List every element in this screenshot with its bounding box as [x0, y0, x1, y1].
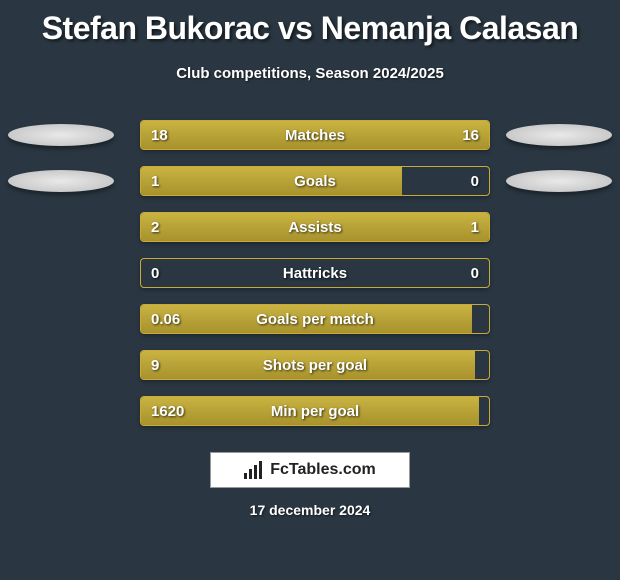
- stat-row: 0.06Goals per match: [10, 296, 610, 342]
- brand-logo[interactable]: FcTables.com: [210, 452, 410, 488]
- player-left-placeholder: [8, 124, 114, 146]
- stat-label: Goals per match: [141, 311, 489, 328]
- footer-date: 17 december 2024: [0, 502, 620, 518]
- chart-icon: [244, 461, 264, 479]
- player-right-placeholder: [506, 170, 612, 192]
- stat-label: Assists: [141, 219, 489, 236]
- bar-track: 10Goals: [140, 166, 490, 196]
- comparison-chart: 1816Matches 10Goals 21Assists 00Hattricks 0.…: [0, 112, 620, 434]
- stat-row: 1620Min per goal: [10, 388, 610, 434]
- bar-track: 9Shots per goal: [140, 350, 490, 380]
- stat-row: 00Hattricks: [10, 250, 610, 296]
- stat-label: Goals: [141, 173, 489, 190]
- stat-label: Shots per goal: [141, 357, 489, 374]
- bar-track: 00Hattricks: [140, 258, 490, 288]
- player-left-placeholder: [8, 170, 114, 192]
- stat-label: Min per goal: [141, 403, 489, 420]
- brand-text: FcTables.com: [270, 461, 376, 479]
- stat-label: Hattricks: [141, 265, 489, 282]
- player-right-placeholder: [506, 124, 612, 146]
- stat-row: 9Shots per goal: [10, 342, 610, 388]
- subtitle: Club competitions, Season 2024/2025: [0, 65, 620, 82]
- page-title: Stefan Bukorac vs Nemanja Calasan: [0, 0, 620, 47]
- stat-row: 21Assists: [10, 204, 610, 250]
- bar-track: 1620Min per goal: [140, 396, 490, 426]
- stat-label: Matches: [141, 127, 489, 144]
- bar-track: 0.06Goals per match: [140, 304, 490, 334]
- bar-track: 21Assists: [140, 212, 490, 242]
- bar-track: 1816Matches: [140, 120, 490, 150]
- stat-row: 1816Matches: [10, 112, 610, 158]
- stat-row: 10Goals: [10, 158, 610, 204]
